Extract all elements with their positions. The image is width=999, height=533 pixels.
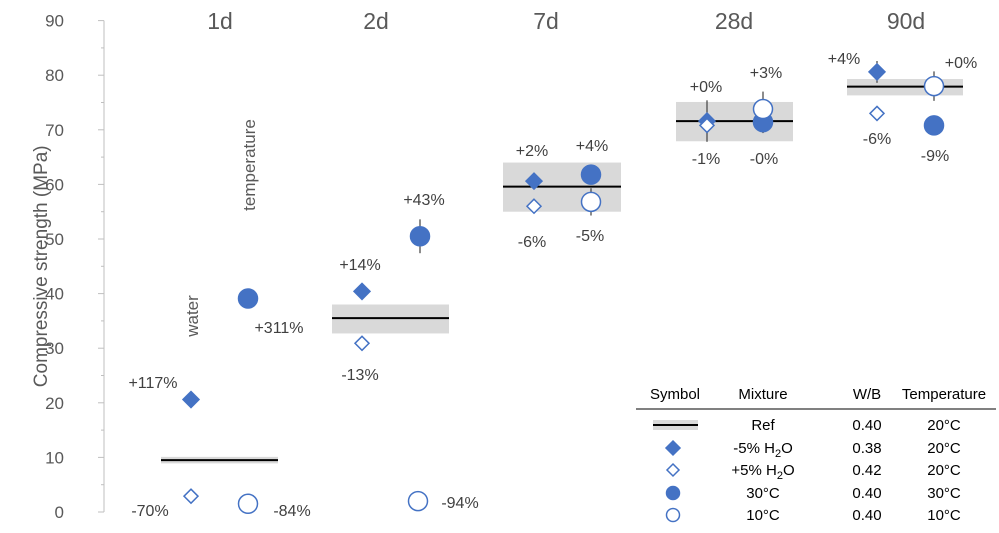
data-label-2d-water_minus: +14% <box>339 257 380 274</box>
legend-wb-4: 0.40 <box>852 507 881 524</box>
data-label-2d-temp_cold: -94% <box>441 495 478 512</box>
data-label-28d-water_plus: -1% <box>692 151 720 168</box>
marker-7d-water_plus <box>525 198 543 215</box>
data-label-1d-temp_cold: -84% <box>273 503 310 520</box>
data-label-2d-temp_hot: +43% <box>403 192 444 209</box>
marker-28d-temp_cold <box>752 98 774 120</box>
age-label-90d: 90d <box>887 8 925 34</box>
data-label-90d-temp_cold: +0% <box>945 55 977 72</box>
annotation-temperature: temperature <box>240 119 259 211</box>
marker-7d-temp_cold <box>580 191 602 213</box>
data-label-7d-temp_hot: +4% <box>576 138 608 155</box>
legend-header-symbol: Symbol <box>650 386 700 403</box>
marker-2d-water_minus <box>352 282 372 301</box>
marker-2d-water_plus <box>353 335 371 352</box>
legend-symbol-water-plus <box>665 462 681 478</box>
y-tick-label: 60 <box>45 175 64 194</box>
y-tick-label: 40 <box>45 285 64 304</box>
marker-1d-temp_cold <box>237 493 259 515</box>
data-label-90d-water_minus: +4% <box>828 51 860 68</box>
annotation-water: water <box>183 295 202 338</box>
y-tick-label: 10 <box>45 448 64 467</box>
marker-1d-temp_hot <box>237 288 259 309</box>
legend-mixture-1: -5% H2O <box>733 440 792 460</box>
legend-symbol-temp-hot <box>665 485 681 501</box>
data-label-1d-temp_hot: +311% <box>254 320 303 337</box>
y-tick-label: 30 <box>45 339 64 358</box>
y-tick-label: 20 <box>45 394 64 413</box>
data-label-7d-water_plus: -6% <box>518 234 546 251</box>
marker-90d-water_minus <box>867 62 887 81</box>
age-label-28d: 28d <box>715 8 753 34</box>
data-labels: +117% -70% +311% -84% +14% -13% +43% -94% +2% -6%… <box>128 51 977 520</box>
data-label-7d-temp_cold: -5% <box>576 228 604 245</box>
legend-temperature-1: 20°C <box>927 440 961 457</box>
marker-1d-water_plus <box>182 488 200 505</box>
legend-wb-2: 0.42 <box>852 462 881 479</box>
y-tick-label: 90 <box>45 12 64 31</box>
data-label-7d-water_minus: +2% <box>516 143 548 160</box>
data-label-28d-temp_cold: +3% <box>750 65 782 82</box>
error-bars <box>361 61 935 297</box>
age-label-1d: 1d <box>207 8 233 34</box>
data-label-1d-water_minus: +117% <box>128 375 177 392</box>
legend-temperature-0: 20°C <box>927 417 961 434</box>
legend-temperature-4: 10°C <box>927 507 961 524</box>
marker-28d-water_plus <box>698 117 716 134</box>
data-label-90d-temp_hot: -9% <box>921 148 949 165</box>
age-label-7d: 7d <box>533 8 559 34</box>
y-tick-label: 50 <box>45 230 64 249</box>
y-tick-label: 0 <box>55 503 64 522</box>
legend-wb-0: 0.40 <box>852 417 881 434</box>
data-label-90d-water_plus: -6% <box>863 131 891 148</box>
y-tick-label: 80 <box>45 66 64 85</box>
marker-7d-water_minus <box>524 172 544 191</box>
marker-90d-temp_hot <box>923 115 945 136</box>
legend-wb-1: 0.38 <box>852 440 881 457</box>
marker-90d-water_plus <box>868 105 886 122</box>
legend-wb-3: 0.40 <box>852 485 881 502</box>
legend-symbol-water-minus <box>664 439 682 457</box>
reference-bands <box>161 79 963 464</box>
legend-mixture-4: 10°C <box>746 507 780 524</box>
legend-symbol-temp-cold <box>665 507 681 523</box>
legend: Symbol Mixture W/B Temperature Ref 0.40 20°C -5… <box>636 386 996 524</box>
age-label-2d: 2d <box>363 8 389 34</box>
legend-mixture-2: +5% H2O <box>731 462 794 482</box>
data-label-1d-water_plus: -70% <box>131 503 168 520</box>
data-label-28d-water_minus: +0% <box>690 79 722 96</box>
data-label-2d-water_plus: -13% <box>341 367 378 384</box>
legend-mixture-3: 30°C <box>746 485 780 502</box>
y-axis: 0 10 20 30 40 50 60 70 80 90 Compressive strength … <box>31 8 925 522</box>
legend-temperature-2: 20°C <box>927 462 961 479</box>
y-axis-title: Compressive strength (MPa) <box>31 145 52 387</box>
marker-2d-temp_hot <box>409 226 431 247</box>
legend-temperature-3: 30°C <box>927 485 961 502</box>
data-label-28d-temp_hot: -0% <box>750 151 778 168</box>
marker-7d-temp_hot <box>580 164 602 185</box>
legend-header-wb: W/B <box>853 386 881 403</box>
data-markers <box>181 62 945 515</box>
legend-header-mixture: Mixture <box>738 386 787 403</box>
marker-1d-water_minus <box>181 390 201 409</box>
marker-2d-temp_cold <box>407 490 429 512</box>
legend-header-temperature: Temperature <box>902 386 986 403</box>
marker-90d-temp_cold <box>923 75 945 97</box>
legend-mixture-0: Ref <box>751 417 775 434</box>
y-tick-label: 70 <box>45 121 64 140</box>
